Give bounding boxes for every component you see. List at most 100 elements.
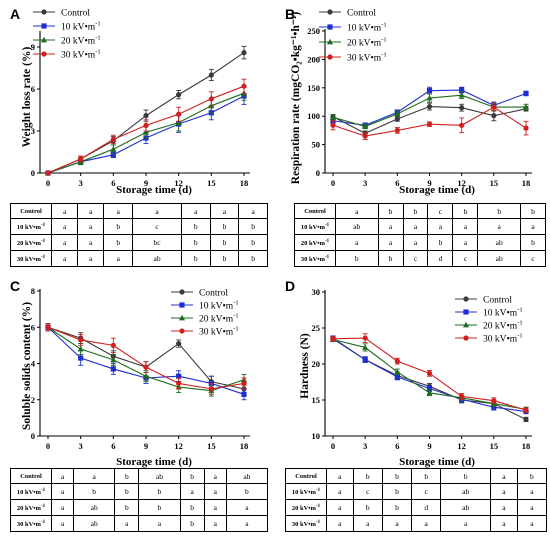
data-point bbox=[330, 122, 336, 128]
data-point bbox=[110, 356, 117, 363]
table-cell: a bbox=[490, 515, 518, 533]
data-point bbox=[330, 336, 336, 342]
data-point bbox=[394, 374, 400, 380]
x-tick-label: 12 bbox=[457, 178, 466, 188]
table-cell: b bbox=[209, 217, 240, 236]
table-cell: a bbox=[50, 499, 75, 517]
table-cell: a bbox=[50, 203, 79, 219]
table-row: Control a a b ab b a ab bbox=[10, 468, 269, 484]
data-point bbox=[426, 389, 433, 396]
x-tick-label: 0 bbox=[46, 178, 50, 188]
data-point bbox=[175, 119, 182, 125]
table-cell: b bbox=[519, 203, 547, 219]
table-cell: a bbox=[326, 482, 354, 501]
row-label: 10 kV•m-1 bbox=[285, 482, 327, 501]
table-cell: a bbox=[50, 468, 75, 484]
y-tick-label: 0 bbox=[31, 431, 35, 441]
table-cell: a bbox=[77, 250, 105, 268]
table-cell: b bbox=[519, 234, 547, 252]
legend-label: 10 kV•m-1 bbox=[199, 300, 239, 312]
table-cell: a bbox=[490, 468, 518, 484]
x-tick-label: 3 bbox=[363, 441, 367, 451]
legend-label: 20 kV•m-1 bbox=[61, 35, 101, 47]
legend-label: 30 kV•m-1 bbox=[199, 326, 239, 338]
legend-label: 10 kV•m-1 bbox=[483, 307, 523, 319]
table-cell: a bbox=[180, 203, 211, 219]
legend-label: 30 kV•m-1 bbox=[347, 52, 387, 64]
data-point bbox=[491, 398, 497, 404]
data-point bbox=[394, 116, 400, 122]
table-cell: b bbox=[209, 234, 240, 252]
table-cell: b bbox=[209, 250, 240, 268]
row-label: 30 kV•m-1 bbox=[10, 515, 52, 533]
table-cell: ab bbox=[73, 515, 116, 533]
y-tick-label: 6 bbox=[31, 84, 35, 94]
data-point bbox=[491, 113, 497, 119]
y-tick-label: 150 bbox=[307, 83, 320, 93]
legend-marker bbox=[327, 54, 333, 60]
table-cell: b bbox=[440, 468, 492, 484]
x-tick-label: 9 bbox=[427, 178, 431, 188]
y-tick-label: 3 bbox=[31, 126, 35, 136]
table-cell: a bbox=[477, 217, 521, 236]
x-tick-label: 6 bbox=[111, 441, 115, 451]
table-cell: b bbox=[179, 499, 205, 517]
y-tick-label: 15 bbox=[312, 395, 321, 405]
table-row: 20 kV•m-1 a a b bc b b b bbox=[10, 234, 268, 252]
x-tick-label: 9 bbox=[144, 441, 148, 451]
table-row: 20 kV•m-1 a ab b b b a a bbox=[10, 499, 269, 517]
x-tick-label: 18 bbox=[522, 178, 531, 188]
table-cell: a bbox=[114, 515, 140, 533]
table-cell: b bbox=[138, 499, 181, 517]
table-row: 30 kV•m-1 a a a ab b b b bbox=[10, 250, 268, 268]
table-cell: b bbox=[114, 482, 140, 501]
y-tick-label: 100 bbox=[307, 111, 320, 121]
table-cell: a bbox=[452, 217, 479, 236]
table-cell: a bbox=[516, 482, 548, 501]
row-label: Control bbox=[10, 203, 52, 219]
legend-label: 10 kV•m-1 bbox=[347, 22, 387, 34]
table-cell: b bbox=[516, 468, 548, 484]
data-point bbox=[176, 380, 182, 387]
table-cell: a bbox=[352, 515, 383, 533]
table-cell: b bbox=[238, 250, 268, 268]
x-axis-label-d: Storage time (d) bbox=[399, 456, 475, 468]
table-cell: a bbox=[50, 515, 75, 533]
significance-table-a: Control a a a a a a a 10 kV•m-1 a a b c b b b 20 kV•m-1 a… bbox=[10, 203, 268, 268]
table-cell: b bbox=[180, 234, 211, 252]
table-cell: c bbox=[411, 482, 442, 501]
table-cell: bc bbox=[132, 234, 182, 252]
data-point bbox=[110, 152, 116, 158]
table-cell: a bbox=[452, 234, 479, 252]
table-cell: a bbox=[377, 234, 404, 252]
table-cell: a bbox=[440, 515, 492, 533]
panel-letter-d: D bbox=[285, 278, 296, 294]
table-row: 20 kV•m-1 a b b d ab a a bbox=[285, 499, 548, 517]
legend-marker bbox=[41, 9, 47, 15]
table-cell: a bbox=[490, 482, 518, 501]
table-cell: b bbox=[114, 468, 140, 484]
data-point bbox=[176, 111, 182, 117]
table-cell: b bbox=[381, 499, 413, 517]
table-cell: a bbox=[326, 468, 354, 484]
legend-label: 30 kV•m-1 bbox=[483, 333, 523, 345]
data-point bbox=[45, 324, 51, 330]
table-cell: b bbox=[427, 234, 454, 252]
table-cell: a bbox=[381, 515, 413, 533]
data-point bbox=[241, 391, 247, 397]
table-cell: d bbox=[427, 250, 454, 268]
table-cell: ab bbox=[440, 482, 492, 501]
legend-marker bbox=[463, 335, 469, 341]
data-point bbox=[491, 404, 497, 410]
table-row: Control a b b b b a b bbox=[285, 468, 548, 484]
table-row: 10 kV•m-1 a a b c b b b bbox=[10, 217, 268, 236]
data-point bbox=[459, 87, 465, 93]
data-point bbox=[330, 114, 336, 120]
y-tick-label: 4 bbox=[31, 359, 36, 369]
table-cell: b bbox=[377, 203, 404, 219]
table-row: 20 kV•m-1 a a a b a ab b bbox=[294, 234, 547, 252]
table-cell: b bbox=[103, 217, 134, 236]
legend-marker bbox=[327, 24, 333, 30]
